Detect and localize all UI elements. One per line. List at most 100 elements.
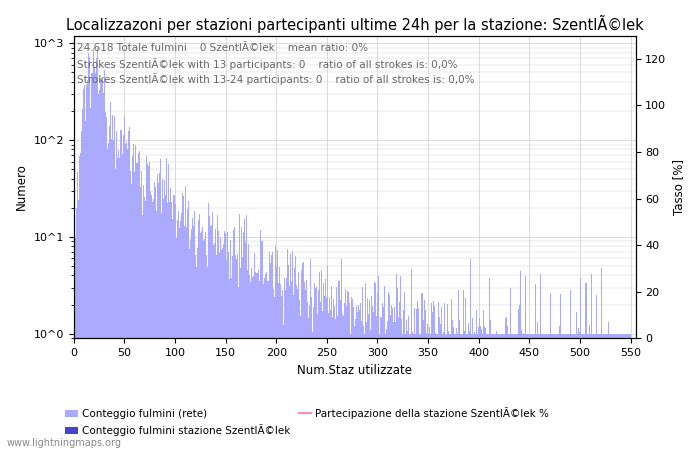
Bar — [523, 333, 524, 450]
Bar — [417, 301, 419, 450]
Bar — [178, 229, 180, 450]
Bar — [630, 334, 631, 450]
Bar — [301, 270, 302, 450]
Bar — [137, 163, 138, 450]
Bar — [400, 276, 401, 450]
Bar — [455, 334, 456, 450]
Bar — [598, 334, 600, 450]
Bar — [132, 156, 133, 450]
Bar — [444, 334, 446, 450]
Bar — [140, 187, 141, 450]
Bar — [149, 162, 150, 450]
Bar — [290, 254, 291, 450]
Bar — [312, 333, 313, 450]
Bar — [454, 334, 455, 450]
Bar — [365, 284, 366, 450]
Bar — [297, 289, 298, 450]
Bar — [322, 311, 323, 450]
Bar — [305, 290, 306, 450]
Bar — [229, 279, 230, 450]
Bar — [213, 245, 214, 450]
Bar — [605, 334, 606, 450]
Text: Strokes SzentlÃ©lek with 13 participants: 0    ratio of all strokes is: 0,0%: Strokes SzentlÃ©lek with 13 participants… — [76, 58, 457, 70]
Bar — [354, 326, 355, 450]
Bar — [503, 334, 505, 450]
Bar — [231, 278, 232, 450]
Bar — [539, 334, 540, 450]
Bar — [463, 290, 464, 450]
Title: Localizzazoni per stazioni partecipanti ultime 24h per la stazione: SzentlÃ©lek: Localizzazoni per stazioni partecipanti … — [66, 15, 643, 33]
Bar — [564, 334, 565, 450]
Bar — [617, 334, 618, 450]
Bar — [464, 331, 465, 450]
Bar — [260, 241, 262, 450]
Bar — [117, 158, 118, 450]
Bar — [443, 332, 444, 450]
Bar — [356, 306, 357, 450]
Bar — [113, 140, 114, 450]
Bar — [414, 307, 415, 450]
Bar — [230, 240, 231, 450]
Bar — [125, 144, 126, 450]
Bar — [510, 334, 512, 450]
Bar — [193, 226, 194, 450]
Bar — [562, 334, 564, 450]
Bar — [253, 276, 255, 450]
Bar — [439, 317, 440, 450]
Bar — [512, 334, 514, 450]
Bar — [278, 283, 279, 450]
Bar — [533, 334, 534, 450]
Bar — [128, 131, 129, 450]
Bar — [501, 334, 503, 450]
Bar — [196, 267, 197, 450]
Bar — [94, 67, 95, 450]
Bar — [360, 321, 362, 450]
Bar — [232, 256, 233, 450]
Bar — [490, 320, 491, 450]
Bar — [528, 334, 530, 450]
Bar — [368, 314, 369, 450]
Bar — [310, 259, 312, 450]
Bar — [279, 267, 280, 450]
Bar — [530, 334, 531, 450]
Bar — [205, 232, 206, 450]
Bar — [272, 252, 273, 450]
Bar — [387, 321, 388, 450]
Bar — [114, 116, 115, 450]
Bar — [119, 158, 120, 450]
Bar — [578, 328, 580, 450]
Bar — [323, 283, 324, 450]
Bar — [473, 334, 474, 450]
Bar — [508, 334, 509, 450]
Bar — [393, 322, 394, 450]
Bar — [377, 292, 378, 450]
Bar — [388, 292, 389, 450]
Bar — [120, 130, 121, 450]
Bar — [285, 290, 286, 450]
Bar — [432, 312, 433, 450]
Bar — [148, 166, 149, 450]
Bar — [603, 334, 605, 450]
Bar — [518, 309, 519, 450]
Bar — [153, 199, 154, 450]
Bar — [163, 199, 164, 450]
Bar — [392, 308, 393, 450]
Bar — [264, 278, 265, 450]
Bar — [207, 267, 208, 450]
Bar — [313, 307, 314, 450]
Bar — [158, 183, 160, 450]
Bar — [480, 326, 481, 450]
Bar — [276, 251, 278, 450]
Bar — [619, 334, 620, 450]
Bar — [133, 144, 134, 450]
Bar — [550, 293, 551, 450]
Bar — [105, 112, 106, 450]
Bar — [449, 334, 450, 450]
Bar — [560, 294, 561, 450]
Bar — [416, 309, 417, 450]
Bar — [293, 295, 294, 450]
Bar — [155, 187, 156, 450]
Bar — [519, 271, 521, 450]
Bar — [467, 334, 468, 450]
Bar — [435, 334, 437, 450]
